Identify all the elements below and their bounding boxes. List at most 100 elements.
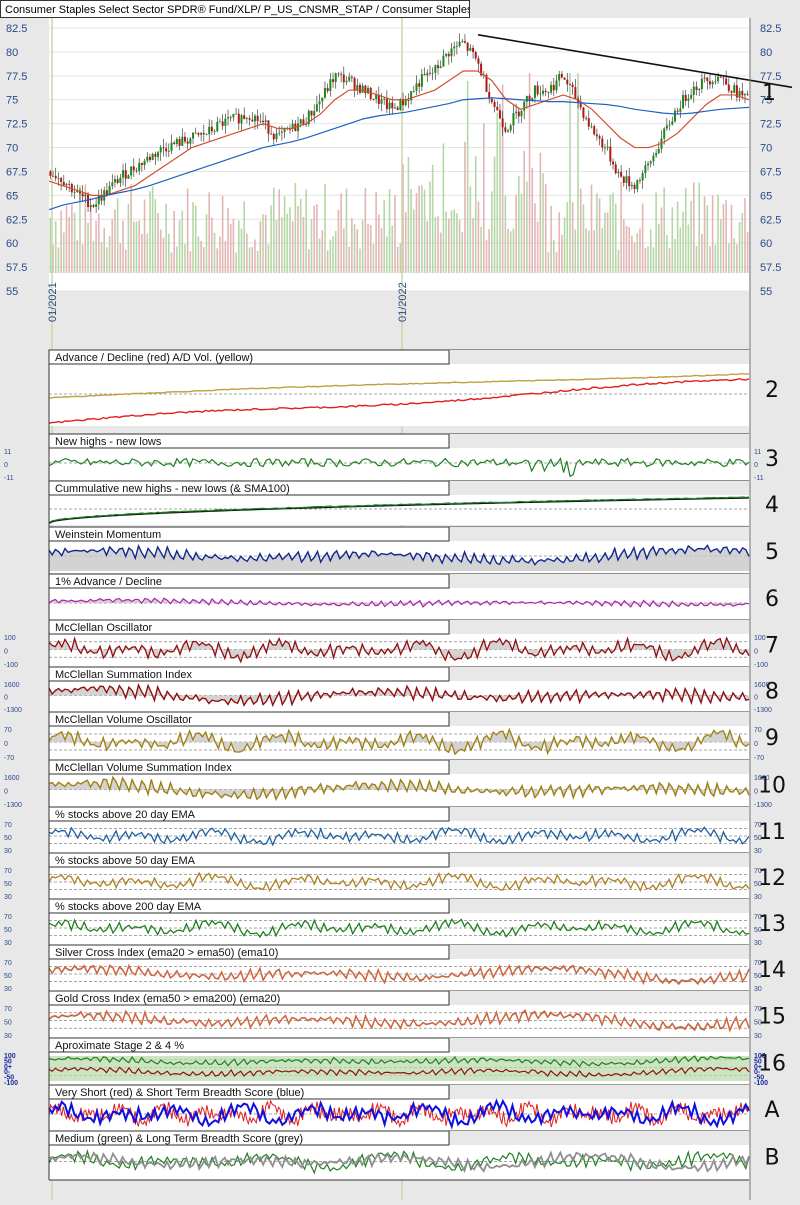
panel-title: 1% Advance / Decline xyxy=(55,576,162,588)
volume-bar xyxy=(324,183,326,273)
volume-bar xyxy=(111,219,114,273)
candle-body xyxy=(165,148,168,152)
candle-body xyxy=(622,176,625,183)
panel-y-tick-right: 0- xyxy=(754,1069,761,1076)
candle-body xyxy=(652,155,655,162)
candle-body xyxy=(49,171,52,176)
candle-body xyxy=(477,58,480,64)
candle-body xyxy=(431,72,434,74)
volume-bar xyxy=(186,188,189,273)
candle-body xyxy=(582,107,585,118)
panel-number: 14 xyxy=(758,958,786,983)
panel-y-tick: -100 xyxy=(4,1080,18,1087)
panel-y-tick: 50 xyxy=(4,881,12,888)
volume-bar xyxy=(464,141,466,273)
panel-y-tick: 30 xyxy=(4,940,12,947)
panel-title: McClellan Volume Oscillator xyxy=(55,714,192,726)
candle-body xyxy=(76,190,79,193)
volume-bar xyxy=(369,224,372,273)
candle-body xyxy=(579,102,582,108)
candle-body xyxy=(127,175,130,179)
volume-bar xyxy=(310,219,313,273)
volume-bar xyxy=(652,247,655,273)
volume-bar xyxy=(68,217,70,273)
volume-bar xyxy=(561,234,563,273)
candle-body xyxy=(601,138,604,148)
panel-number: 16 xyxy=(758,1052,786,1077)
oscillator-line xyxy=(48,636,750,664)
candle-body xyxy=(313,111,316,116)
volume-bar xyxy=(483,123,485,273)
volume-bar xyxy=(399,243,402,273)
volume-bar xyxy=(203,247,205,273)
panel-title-bar xyxy=(449,481,749,495)
volume-bar xyxy=(407,157,410,273)
candle-body xyxy=(612,161,615,165)
volume-bar xyxy=(114,209,116,273)
volume-bar xyxy=(146,233,149,273)
panel-title-bar xyxy=(449,760,749,774)
volume-bar xyxy=(746,231,749,273)
panel-number: 4 xyxy=(765,493,779,518)
candle-body xyxy=(647,163,650,166)
candle-body xyxy=(571,84,574,88)
volume-bar xyxy=(690,200,692,273)
candle-body xyxy=(332,79,335,83)
panel-number: 11 xyxy=(758,820,786,845)
volume-bar xyxy=(286,213,289,273)
candle-body xyxy=(399,99,402,110)
volume-bar xyxy=(313,205,315,273)
panel-y-tick: -1300 xyxy=(4,802,22,809)
volume-bar xyxy=(73,212,76,273)
volume-bar xyxy=(569,73,571,273)
volume-bar xyxy=(623,219,625,273)
candle-body xyxy=(488,91,491,99)
volume-bar xyxy=(687,224,690,273)
panel-title: % stocks above 50 day EMA xyxy=(55,855,196,867)
volume-bar xyxy=(151,186,154,273)
volume-bar xyxy=(343,228,345,273)
volume-bar xyxy=(299,198,302,273)
panel-y-tick-right: -11 xyxy=(754,475,764,482)
volume-bar xyxy=(76,240,79,273)
candle-body xyxy=(305,124,308,125)
volume-bar xyxy=(644,247,647,273)
candle-body xyxy=(259,120,262,122)
volume-bar xyxy=(585,228,587,273)
candle-body xyxy=(350,76,353,78)
volume-bar xyxy=(553,239,555,273)
panel-y-tick-right: 30 xyxy=(754,848,762,855)
candle-body xyxy=(348,76,351,81)
candle-body xyxy=(525,95,528,102)
panel-y-tick-right: 0 xyxy=(754,789,758,796)
y-tick-right: 65 xyxy=(760,190,772,202)
y-tick-left: 60 xyxy=(6,238,18,250)
candle-body xyxy=(243,115,246,119)
volume-bar xyxy=(434,217,437,273)
candle-body xyxy=(375,94,378,100)
candle-body xyxy=(603,147,606,149)
candle-body xyxy=(727,84,730,91)
candle-body xyxy=(256,115,259,122)
candle-body xyxy=(598,136,601,139)
candle-body xyxy=(690,94,693,99)
candle-body xyxy=(453,46,456,49)
candle-body xyxy=(326,87,329,92)
candle-body xyxy=(649,161,652,164)
candle-body xyxy=(135,170,138,172)
candle-body xyxy=(151,153,154,161)
panel-title-bar xyxy=(449,712,749,726)
volume-bar xyxy=(243,201,245,273)
volume-bar xyxy=(461,231,464,273)
volume-bar xyxy=(356,229,359,273)
candle-body xyxy=(235,113,238,115)
volume-bar xyxy=(625,225,628,273)
panel-y-tick-right: 0 xyxy=(754,649,758,656)
volume-bar xyxy=(488,229,490,273)
candle-body xyxy=(248,118,251,120)
candle-body xyxy=(194,132,197,134)
volume-bar xyxy=(714,244,717,273)
panel-number: 12 xyxy=(758,866,786,891)
candle-body xyxy=(240,115,243,124)
candle-body xyxy=(673,110,676,122)
